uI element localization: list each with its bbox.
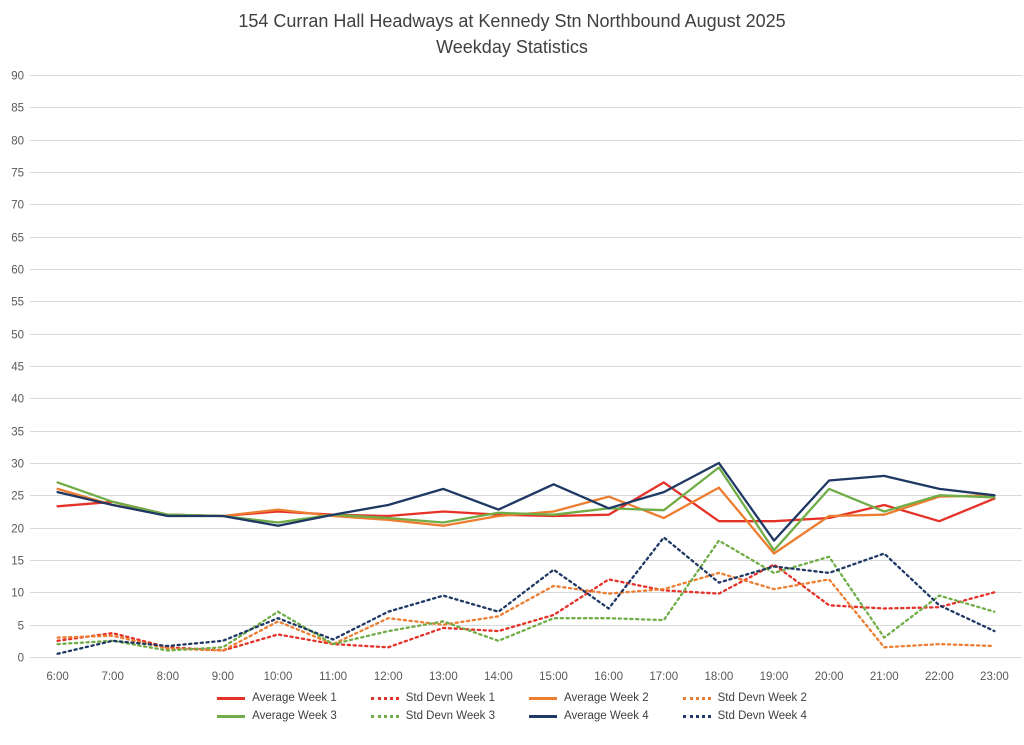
legend-label: Average Week 1 [252, 692, 337, 704]
x-tick-label: 16:00 [594, 671, 623, 683]
legend-item: Std Devn Week 2 [682, 692, 807, 704]
legend-line-swatch [217, 714, 246, 718]
x-tick-label: 8:00 [157, 671, 179, 683]
legend-item: Average Week 3 [217, 710, 337, 722]
legend-line-swatch [682, 696, 711, 700]
x-tick-label: 21:00 [870, 671, 899, 683]
x-tick-label: 7:00 [101, 671, 123, 683]
legend-label: Std Devn Week 3 [405, 710, 495, 722]
series-line [56, 563, 996, 652]
line-chart-plot: 0 5 10 15 20 25 30 35 40 45 50 55 60 65 70 75 80 85 90 6:00… [11, 71, 1022, 683]
x-tick-label: 6:00 [46, 671, 68, 683]
y-tick-label: 70 [11, 200, 24, 212]
legend-item: Std Devn Week 1 [370, 692, 495, 704]
x-tick-label: 10:00 [264, 671, 293, 683]
x-tick-label: 14:00 [484, 671, 513, 683]
legend-line-swatch [529, 696, 557, 700]
y-tick-label: 55 [11, 297, 24, 309]
y-tick-label: 75 [11, 168, 24, 180]
legend-item: Average Week 1 [217, 692, 337, 704]
legend-label: Average Week 2 [564, 692, 649, 704]
legend-item: Std Devn Week 3 [370, 710, 495, 722]
x-tick-label: 9:00 [212, 671, 234, 683]
legend-line-swatch [370, 696, 399, 700]
y-tick-label: 85 [11, 103, 24, 115]
chart-title: 154 Curran Hall Headways at Kennedy Stn … [0, 8, 1024, 60]
y-tick-label: 20 [11, 524, 24, 536]
y-tick-label: 45 [11, 362, 24, 374]
x-tick-label: 20:00 [815, 671, 844, 683]
y-tick-label: 65 [11, 233, 24, 245]
legend-item: Average Week 2 [529, 692, 649, 704]
legend-label: Average Week 3 [252, 710, 337, 722]
legend-label: Std Devn Week 4 [717, 710, 807, 722]
y-tick-label: 90 [11, 71, 24, 83]
y-tick-label: 50 [11, 330, 24, 342]
legend-line-swatch [682, 714, 711, 718]
x-tick-label: 22:00 [925, 671, 954, 683]
x-tick-label: 15:00 [539, 671, 568, 683]
x-tick-label: 17:00 [649, 671, 678, 683]
legend-line-swatch [217, 696, 246, 700]
y-tick-label: 40 [11, 394, 24, 406]
legend-label: Std Devn Week 2 [717, 692, 807, 704]
chart-title-line2: Weekday Statistics [436, 37, 588, 57]
series-line [56, 539, 996, 652]
legend-row: Average Week 3 Std Devn Week 3 Average Wee… [217, 710, 807, 722]
x-tick-label: 12:00 [374, 671, 403, 683]
legend-label: Std Devn Week 1 [405, 692, 495, 704]
legend-line-swatch [529, 714, 557, 718]
y-tick-label: 80 [11, 136, 24, 148]
series-line [56, 466, 996, 552]
x-tick-label: 11:00 [319, 671, 347, 683]
y-tick-label: 5 [18, 621, 24, 633]
legend-item: Std Devn Week 4 [682, 710, 807, 722]
series-line [56, 536, 996, 655]
y-tick-label: 15 [11, 556, 24, 568]
x-tick-label: 23:00 [980, 671, 1009, 683]
legend-item: Average Week 4 [529, 710, 649, 722]
legend-line-swatch [370, 714, 399, 718]
y-tick-label: 10 [11, 588, 24, 600]
chart-title-line1: 154 Curran Hall Headways at Kennedy Stn … [238, 11, 786, 31]
series-line [56, 461, 996, 542]
y-tick-label: 60 [11, 265, 24, 277]
legend-label: Average Week 4 [564, 710, 649, 722]
y-tick-label: 0 [18, 653, 24, 665]
y-tick-label: 25 [11, 491, 24, 503]
legend-row: Average Week 1 Std Devn Week 1 Average Wee… [217, 692, 807, 704]
series-line [56, 571, 996, 652]
x-tick-label: 13:00 [429, 671, 458, 683]
x-tick-label: 18:00 [704, 671, 733, 683]
y-tick-label: 30 [11, 459, 24, 471]
x-tick-label: 19:00 [760, 671, 789, 683]
y-tick-label: 35 [11, 427, 24, 439]
chart-legend: Average Week 1 Std Devn Week 1 Average Wee… [0, 692, 1024, 722]
